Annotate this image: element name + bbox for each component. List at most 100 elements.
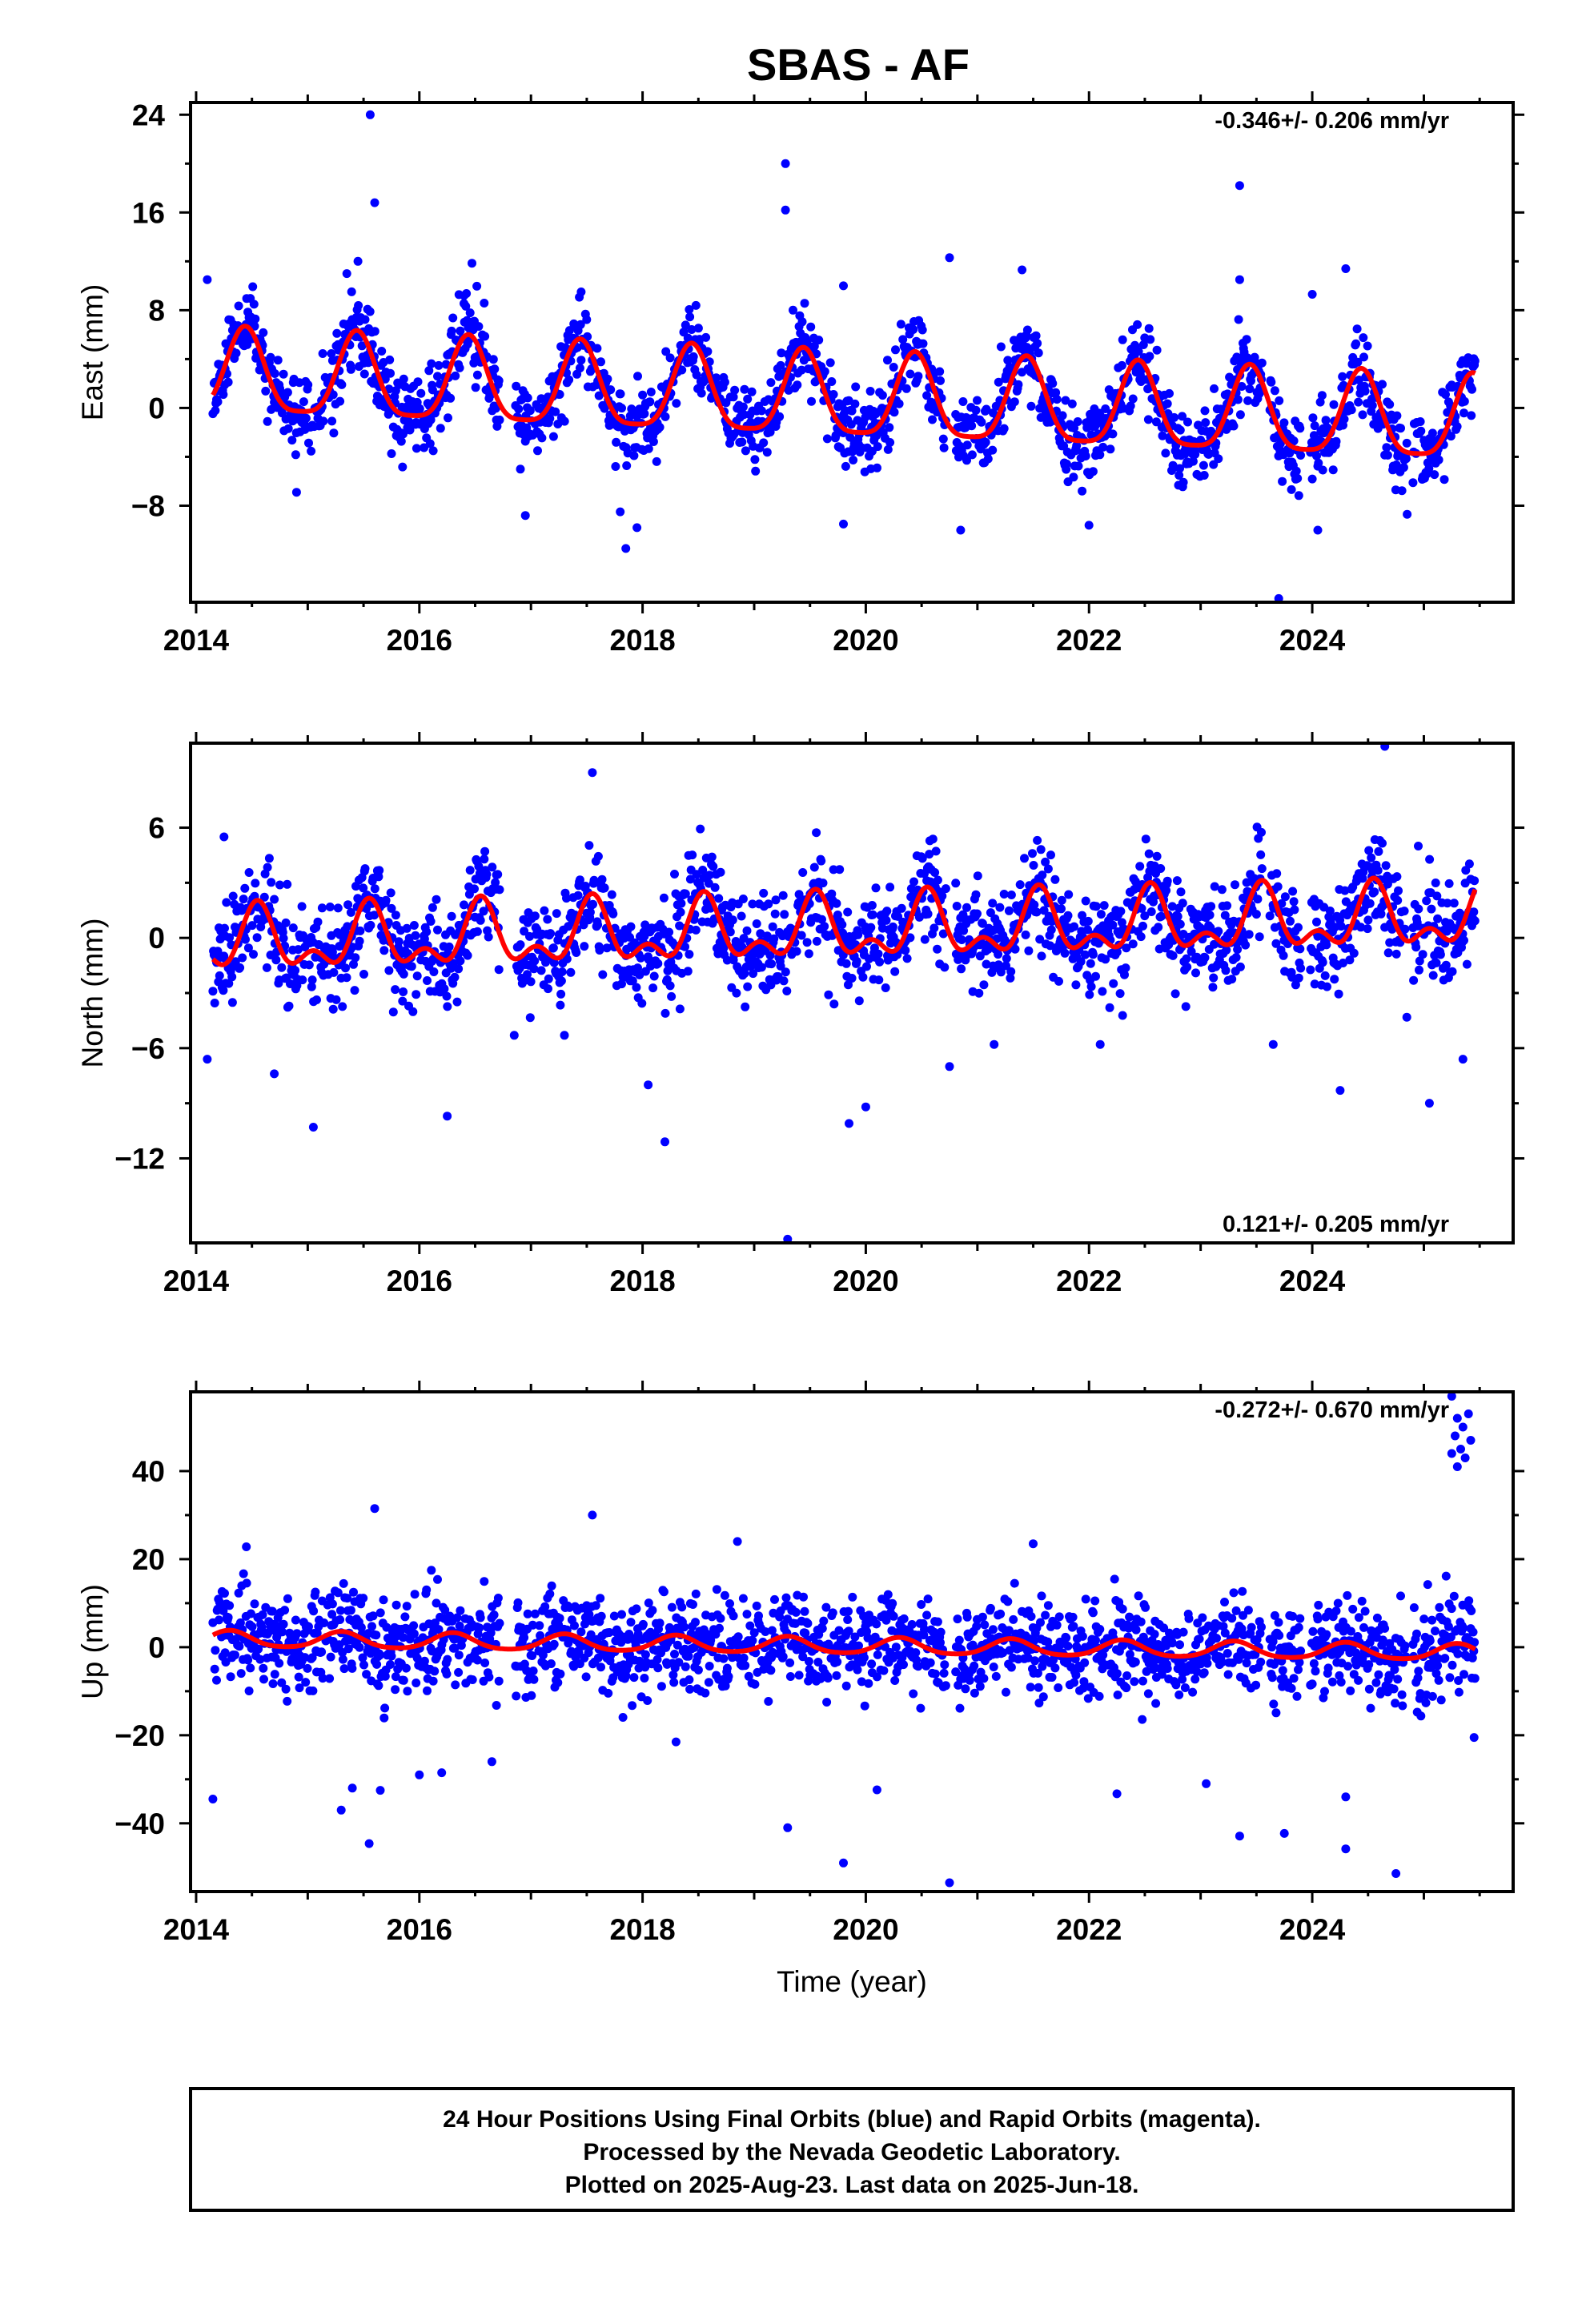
position-point: [451, 1680, 460, 1690]
position-point: [454, 964, 464, 974]
position-point: [279, 1619, 288, 1629]
position-point: [391, 1685, 400, 1695]
position-point: [381, 895, 391, 905]
position-point: [465, 308, 475, 318]
position-point: [728, 915, 737, 925]
position-point: [833, 1657, 842, 1667]
position-point: [791, 1607, 801, 1617]
position-point: [1251, 910, 1261, 919]
position-point: [704, 1678, 713, 1687]
position-point: [607, 890, 616, 899]
position-point: [1323, 982, 1331, 991]
position-point: [779, 976, 789, 986]
position-point: [1182, 963, 1192, 971]
position-point: [356, 1622, 366, 1632]
position-point: [399, 969, 408, 979]
position-point: [939, 443, 949, 452]
position-point: [940, 1660, 950, 1670]
position-point: [677, 1602, 687, 1612]
position-point: [1086, 982, 1096, 991]
position-point: [1432, 891, 1442, 901]
position-point: [1145, 352, 1154, 361]
outlier-point: [560, 1031, 569, 1040]
position-point: [669, 1678, 679, 1687]
position-point: [247, 921, 257, 931]
position-point: [844, 980, 853, 990]
position-point: [1068, 1612, 1078, 1622]
outlier-point: [370, 198, 379, 207]
position-point: [349, 1587, 358, 1597]
position-point: [1083, 1694, 1093, 1703]
position-point: [486, 1628, 496, 1638]
position-point: [222, 898, 231, 907]
position-point: [721, 1681, 730, 1691]
model-fit-curve: [211, 324, 1477, 456]
position-point: [447, 911, 456, 921]
position-point: [665, 353, 675, 363]
position-point: [988, 899, 998, 908]
outlier-point: [203, 1055, 212, 1064]
position-point: [864, 1679, 873, 1688]
position-point: [386, 1660, 395, 1669]
position-point: [1367, 400, 1377, 410]
position-point: [705, 1662, 714, 1671]
position-point: [1296, 451, 1306, 460]
position-point: [332, 328, 342, 338]
position-point: [446, 393, 456, 403]
position-point: [1073, 417, 1082, 426]
position-point: [978, 919, 987, 928]
position-point: [360, 315, 370, 324]
position-point: [1430, 470, 1439, 480]
position-point: [1428, 971, 1438, 980]
position-point: [472, 370, 482, 380]
velocity-annotation: 0.121+/- 0.205 mm/yr: [1223, 1212, 1449, 1237]
position-point: [1279, 418, 1289, 428]
position-point: [1080, 1658, 1090, 1667]
position-point: [767, 959, 777, 969]
position-point: [1050, 1663, 1060, 1673]
position-point: [1427, 428, 1437, 438]
position-point: [890, 1676, 900, 1685]
position-point: [1175, 919, 1185, 929]
position-point: [797, 931, 806, 940]
position-point: [418, 1633, 428, 1642]
position-point: [545, 414, 555, 424]
position-point: [1138, 921, 1147, 931]
outlier-point: [1313, 525, 1323, 535]
position-point: [1143, 415, 1153, 424]
position-point: [854, 1641, 863, 1651]
position-point: [280, 1606, 290, 1615]
position-point: [1168, 951, 1178, 960]
position-point: [853, 1665, 862, 1675]
position-point: [1399, 907, 1409, 916]
y-tick-label: −6: [131, 1032, 165, 1065]
position-point: [685, 1684, 695, 1694]
position-point: [1043, 1601, 1053, 1610]
position-point: [1376, 909, 1386, 919]
position-point: [832, 899, 841, 908]
position-point: [1135, 862, 1145, 871]
position-point: [850, 399, 860, 408]
position-point: [852, 956, 861, 966]
position-point: [1315, 397, 1325, 407]
position-point: [1095, 450, 1105, 460]
outlier-point: [365, 110, 375, 119]
position-point: [939, 1668, 949, 1678]
position-point: [907, 1620, 917, 1629]
position-point: [1026, 1683, 1035, 1692]
position-point: [822, 1698, 832, 1707]
position-point: [271, 955, 281, 965]
position-point: [533, 446, 542, 456]
position-point: [635, 1656, 644, 1666]
position-point: [792, 947, 801, 956]
position-point: [1130, 1657, 1140, 1667]
position-point: [1112, 1669, 1122, 1679]
position-point: [715, 1623, 724, 1633]
position-point: [703, 347, 713, 356]
position-point: [1105, 1003, 1114, 1012]
position-point: [743, 982, 753, 991]
position-point: [1178, 412, 1187, 421]
position-point: [516, 464, 525, 474]
position-point: [885, 883, 895, 892]
position-point: [1392, 872, 1402, 882]
